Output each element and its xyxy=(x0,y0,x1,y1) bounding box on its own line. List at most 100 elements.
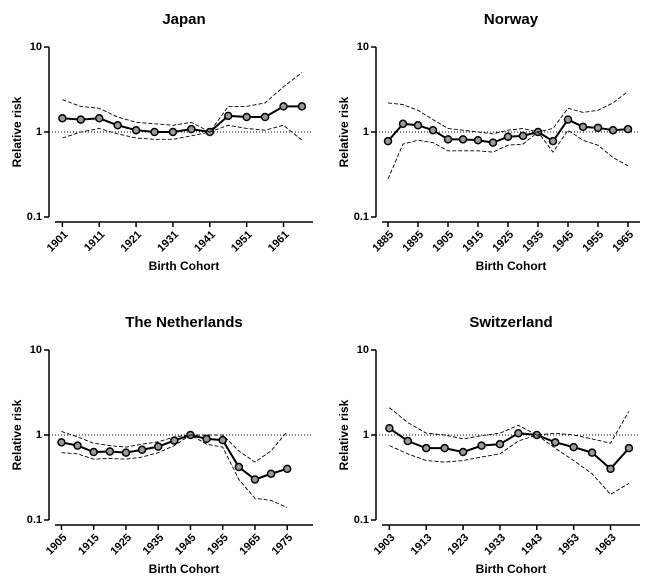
point xyxy=(202,434,211,444)
point xyxy=(587,448,597,457)
point xyxy=(260,112,270,122)
x-tick-label: 1935 xyxy=(520,229,546,255)
panel-title: Switzerland xyxy=(469,314,552,331)
y-axis-title: Relative risk xyxy=(10,96,24,167)
point xyxy=(548,136,558,146)
point xyxy=(518,131,528,141)
point xyxy=(297,102,307,111)
ci-line xyxy=(387,91,629,135)
y-tick-label: 1 xyxy=(36,429,42,441)
x-tick-label: 1905 xyxy=(430,229,456,255)
point xyxy=(113,121,122,130)
point xyxy=(282,464,292,474)
point xyxy=(413,121,423,130)
x-tick-label: 1965 xyxy=(237,532,263,558)
point xyxy=(234,462,244,472)
x-tick-label: 1955 xyxy=(580,229,606,255)
point xyxy=(578,122,588,132)
point xyxy=(153,442,163,451)
x-tick-label: 1913 xyxy=(409,532,435,558)
point xyxy=(403,436,413,446)
point xyxy=(550,438,560,447)
point xyxy=(503,132,513,141)
y-tick-label: 10 xyxy=(30,41,42,53)
point xyxy=(458,447,468,457)
x-tick-label: 1965 xyxy=(610,229,636,255)
point xyxy=(73,441,82,450)
x-tick-label: 1903 xyxy=(372,532,398,558)
point xyxy=(421,443,431,453)
y-axis-title: Relative risk xyxy=(10,399,24,470)
point xyxy=(57,438,66,447)
x-tick-label: 1915 xyxy=(76,532,102,558)
x-axis-title: Birth Cohort xyxy=(476,259,547,273)
panel-title: Japan xyxy=(162,11,205,28)
y-axis-title: Relative risk xyxy=(337,399,351,470)
x-tick-label: 1975 xyxy=(270,532,296,558)
point xyxy=(569,442,578,452)
x-tick-label: 1945 xyxy=(550,229,576,255)
x-tick-label: 1911 xyxy=(82,229,107,254)
point xyxy=(94,114,104,123)
x-tick-label: 1963 xyxy=(593,532,619,558)
point xyxy=(443,135,453,144)
y-tick-label: 0.1 xyxy=(27,514,42,526)
point xyxy=(385,424,394,433)
point xyxy=(266,469,276,479)
y-tick-label: 10 xyxy=(30,344,42,356)
point xyxy=(223,111,233,121)
x-tick-label: 1915 xyxy=(460,229,486,255)
ci-line xyxy=(389,434,630,495)
point xyxy=(398,119,408,129)
x-tick-label: 1925 xyxy=(490,229,516,255)
point xyxy=(488,138,498,147)
point xyxy=(623,124,633,134)
ci-line xyxy=(61,431,288,463)
point xyxy=(440,443,449,453)
y-tick-label: 0.1 xyxy=(354,514,369,526)
point xyxy=(150,127,159,137)
point xyxy=(187,124,196,134)
point xyxy=(563,115,573,124)
x-tick-label: 1935 xyxy=(141,532,167,558)
y-tick-label: 1 xyxy=(363,429,369,441)
point xyxy=(606,464,615,474)
point xyxy=(121,448,131,457)
point xyxy=(279,102,288,111)
x-tick-label: 1961 xyxy=(266,229,292,255)
point xyxy=(131,125,141,135)
x-tick-label: 1943 xyxy=(519,532,545,558)
point xyxy=(608,125,618,135)
point xyxy=(242,112,251,122)
point xyxy=(170,436,179,445)
point xyxy=(473,135,483,145)
x-tick-label: 1895 xyxy=(400,229,426,255)
point xyxy=(76,115,86,124)
point xyxy=(218,435,227,445)
ci-line xyxy=(62,72,303,133)
ci-line xyxy=(389,407,630,444)
point xyxy=(477,441,486,450)
x-tick-label: 1905 xyxy=(44,532,70,558)
x-tick-label: 1921 xyxy=(118,229,144,255)
ci-line xyxy=(61,434,288,508)
point xyxy=(250,475,260,484)
x-axis-title: Birth Cohort xyxy=(149,562,220,576)
x-axis-title: Birth Cohort xyxy=(476,562,547,576)
point xyxy=(58,114,67,123)
y-tick-label: 10 xyxy=(357,344,369,356)
x-tick-label: 1945 xyxy=(173,532,199,558)
y-tick-label: 1 xyxy=(363,126,369,138)
y-tick-label: 0.1 xyxy=(27,211,42,223)
panel-title: Norway xyxy=(484,11,539,28)
x-tick-label: 1923 xyxy=(445,532,471,558)
x-axis-title: Birth Cohort xyxy=(149,259,220,273)
y-tick-label: 10 xyxy=(357,41,369,53)
x-tick-label: 1931 xyxy=(155,229,181,255)
x-tick-label: 1933 xyxy=(482,532,508,558)
y-axis-title: Relative risk xyxy=(337,96,351,167)
point xyxy=(593,123,603,133)
x-tick-label: 1955 xyxy=(205,532,231,558)
point xyxy=(89,447,98,457)
